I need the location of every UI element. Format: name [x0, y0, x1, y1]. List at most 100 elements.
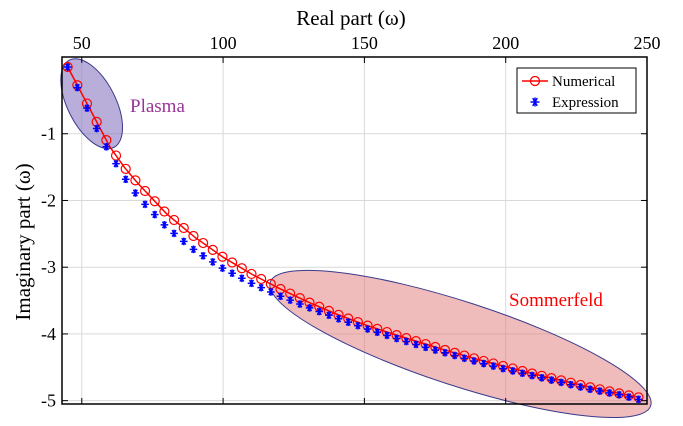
expression-point: [354, 321, 362, 330]
expression-point: [412, 340, 420, 349]
numerical-point: [168, 214, 180, 226]
expression-point: [392, 334, 401, 343]
numerical-point: [256, 273, 267, 285]
numerical-point: [149, 196, 160, 207]
expression-point: [296, 300, 304, 308]
legend-item-numerical: Numerical: [522, 74, 615, 90]
expression-point: [73, 83, 82, 92]
expression-point: [63, 63, 72, 71]
numerical-point: [217, 251, 228, 262]
numerical-point: [159, 206, 170, 217]
expression-point: [605, 389, 614, 397]
series-line-numerical: [67, 66, 639, 399]
numerical-point: [120, 163, 131, 175]
expression-point: [576, 383, 585, 391]
annotation-sommerfeld: Sommerfeld: [509, 290, 603, 311]
expression-point: [547, 376, 556, 384]
numerical-point: [188, 230, 199, 242]
expression-point: [228, 269, 236, 278]
numerical-point: [246, 268, 257, 280]
numerical-point: [178, 222, 189, 234]
expression-point: [528, 371, 536, 380]
numerical-point: [198, 237, 209, 249]
expression-point: [363, 325, 372, 333]
expression-point: [557, 378, 565, 387]
y-tick-label: -4: [41, 324, 56, 344]
expression-point: [383, 331, 391, 340]
expression-point: [499, 364, 507, 373]
x-axis-label: Real part (ω): [296, 6, 405, 30]
annotation-plasma: Plasma: [130, 96, 185, 117]
expression-point: [450, 351, 459, 360]
expression-point: [634, 395, 643, 404]
x-tick-label: 250: [634, 33, 661, 53]
legend-marker-expression: [530, 97, 540, 107]
legend-marker-numerical: [529, 75, 541, 87]
expression-point: [170, 229, 178, 238]
expression-point: [625, 393, 633, 401]
ticks: 50 100 150 200 250 -1 -2 -3 -4 -5: [41, 33, 661, 411]
plot-frame: [61, 56, 648, 405]
x-tick-label: 200: [492, 33, 519, 53]
series: [62, 61, 644, 404]
expression-point: [218, 264, 227, 272]
expression-point: [470, 357, 478, 365]
expression-point: [199, 252, 207, 260]
expression-point: [615, 390, 623, 399]
expression-point: [276, 292, 285, 301]
expression-point: [257, 283, 265, 292]
y-tick-label: -3: [41, 257, 56, 277]
expression-point: [402, 337, 411, 346]
legend-label-numerical: Numerical: [552, 74, 615, 90]
expression-point: [247, 279, 256, 288]
expression-point: [586, 385, 594, 394]
expression-point: [238, 274, 246, 283]
legend-star-glyph: [530, 97, 540, 107]
series-expression: [63, 63, 643, 404]
expression-point: [208, 258, 217, 266]
numerical-point: [62, 61, 73, 73]
expression-point: [596, 387, 604, 395]
expression-point: [160, 221, 169, 229]
expression-point: [566, 380, 575, 389]
expression-point: [325, 311, 333, 319]
expression-point: [489, 362, 498, 370]
expression-point: [460, 354, 469, 363]
y-tick-label: -2: [41, 190, 56, 210]
expression-point: [508, 367, 517, 375]
y-axis-label: Imaginary part (ω): [11, 163, 35, 320]
expression-point: [150, 210, 159, 219]
expression-point: [305, 304, 314, 312]
expression-point: [121, 175, 130, 184]
expression-point: [189, 245, 198, 254]
legend-label-expression: Expression: [552, 95, 619, 111]
expression-point: [102, 142, 111, 151]
expression-point: [112, 159, 120, 168]
expression-point: [334, 314, 343, 323]
expression-point: [479, 359, 488, 368]
expression-point: [373, 328, 382, 336]
expression-point: [421, 343, 430, 352]
numerical-point: [130, 175, 141, 186]
expression-point: [141, 200, 149, 209]
expression-point: [344, 318, 353, 327]
expression-point: [441, 348, 449, 357]
x-tick-label: 150: [351, 33, 378, 53]
x-tick-label: 100: [210, 33, 237, 53]
legend: Numerical Expression: [516, 67, 637, 114]
numerical-point: [227, 257, 238, 268]
y-tick-label: -5: [41, 391, 56, 411]
y-tick-label: -1: [41, 124, 56, 144]
numerical-point: [207, 244, 218, 255]
expression-point: [83, 104, 91, 112]
expression-point: [315, 307, 324, 316]
expression-point: [537, 374, 546, 382]
x-tick-label: 50: [73, 33, 91, 53]
expression-point: [267, 288, 275, 296]
numerical-point: [139, 185, 151, 197]
expression-point: [179, 237, 188, 246]
expression-point: [286, 296, 294, 304]
expression-point: [431, 346, 440, 354]
numerical-point: [236, 263, 247, 274]
